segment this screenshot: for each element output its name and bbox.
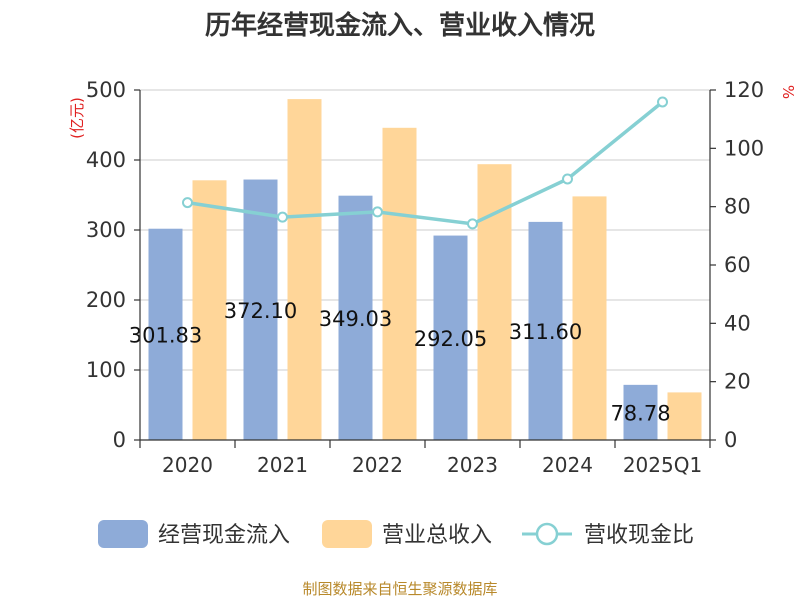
y-left-tick-label: 500 xyxy=(86,78,126,102)
x-tick-label: 2025Q1 xyxy=(623,453,702,477)
y-right-unit: % xyxy=(779,85,797,99)
legend-label-cash-inflow: 经营现金流入 xyxy=(158,523,290,548)
ratio-point xyxy=(657,96,668,108)
y-left-unit: (亿元) xyxy=(68,97,86,139)
ratio-line xyxy=(187,100,664,226)
y-right-tick-label: 120 xyxy=(724,78,764,102)
bar-cash-inflow xyxy=(623,384,658,440)
data-label-cash-inflow: 311.60 xyxy=(509,320,582,344)
legend: 经营现金流入 营业总收入 营收现金比 xyxy=(98,520,694,548)
data-label-cash-inflow: 292.05 xyxy=(414,327,487,351)
bar-revenue xyxy=(287,99,322,440)
y-left-tick-label: 300 xyxy=(86,218,126,242)
bar-revenue xyxy=(192,180,227,441)
data-label-cash-inflow: 349.03 xyxy=(319,307,392,331)
data-labels-layer: 301.83 372.10 349.03 292.05 311.60 78.78 xyxy=(129,299,671,426)
ratio-point xyxy=(372,206,383,218)
x-tick-label: 2021 xyxy=(257,453,308,477)
y-right-tick-label: 20 xyxy=(724,370,751,394)
x-tick-label: 2023 xyxy=(447,453,498,477)
x-tick-label: 2022 xyxy=(352,453,403,477)
bar-revenue xyxy=(382,127,417,441)
bars-layer xyxy=(148,99,702,441)
y-left-tick-label: 100 xyxy=(86,358,126,382)
legend-label-ratio: 营收现金比 xyxy=(584,523,694,548)
bar-cash-inflow xyxy=(148,228,183,440)
ratio-line-layer xyxy=(182,96,668,230)
y-left-tick-label: 0 xyxy=(113,428,126,452)
y-right-tick-label: 100 xyxy=(724,136,764,160)
legend-label-revenue: 营业总收入 xyxy=(382,523,492,548)
bar-cash-inflow xyxy=(243,179,278,440)
footer-source: 制图数据来自恒生聚源数据库 xyxy=(302,580,497,598)
bar-revenue xyxy=(572,196,607,440)
data-label-cash-inflow: 301.83 xyxy=(129,323,202,347)
bar-revenue xyxy=(477,164,512,440)
legend-swatch-revenue xyxy=(322,520,372,548)
data-label-cash-inflow: 78.78 xyxy=(610,401,670,425)
ratio-point xyxy=(182,197,193,209)
ratio-point xyxy=(467,218,478,230)
y-right-tick-label: 80 xyxy=(724,195,751,219)
bar-cash-inflow xyxy=(528,221,563,440)
x-tick-label: 2020 xyxy=(162,453,213,477)
y-left-tick-label: 400 xyxy=(86,148,126,172)
legend-swatch-cash-inflow xyxy=(98,520,148,548)
y-right-tick-label: 0 xyxy=(724,428,737,452)
y-right-tick-label: 40 xyxy=(724,311,751,335)
axes-layer: 0 100 200 300 400 500 0 20 40 60 80 100 120 2020 2021 2… xyxy=(86,78,764,477)
bar-cash-inflow xyxy=(338,195,373,440)
bar-cash-inflow xyxy=(433,235,468,440)
data-label-cash-inflow: 372.10 xyxy=(224,299,297,323)
ratio-point xyxy=(562,173,573,185)
gridlines xyxy=(140,89,710,371)
ratio-point xyxy=(277,211,288,223)
bar-revenue xyxy=(667,392,702,440)
legend-swatch-ratio-point xyxy=(535,522,559,546)
y-left-tick-label: 200 xyxy=(86,288,126,312)
y-right-tick-label: 60 xyxy=(724,253,751,277)
x-tick-label: 2024 xyxy=(542,453,593,477)
chart-title: 历年经营现金流入、营业收入情况 xyxy=(205,10,595,41)
